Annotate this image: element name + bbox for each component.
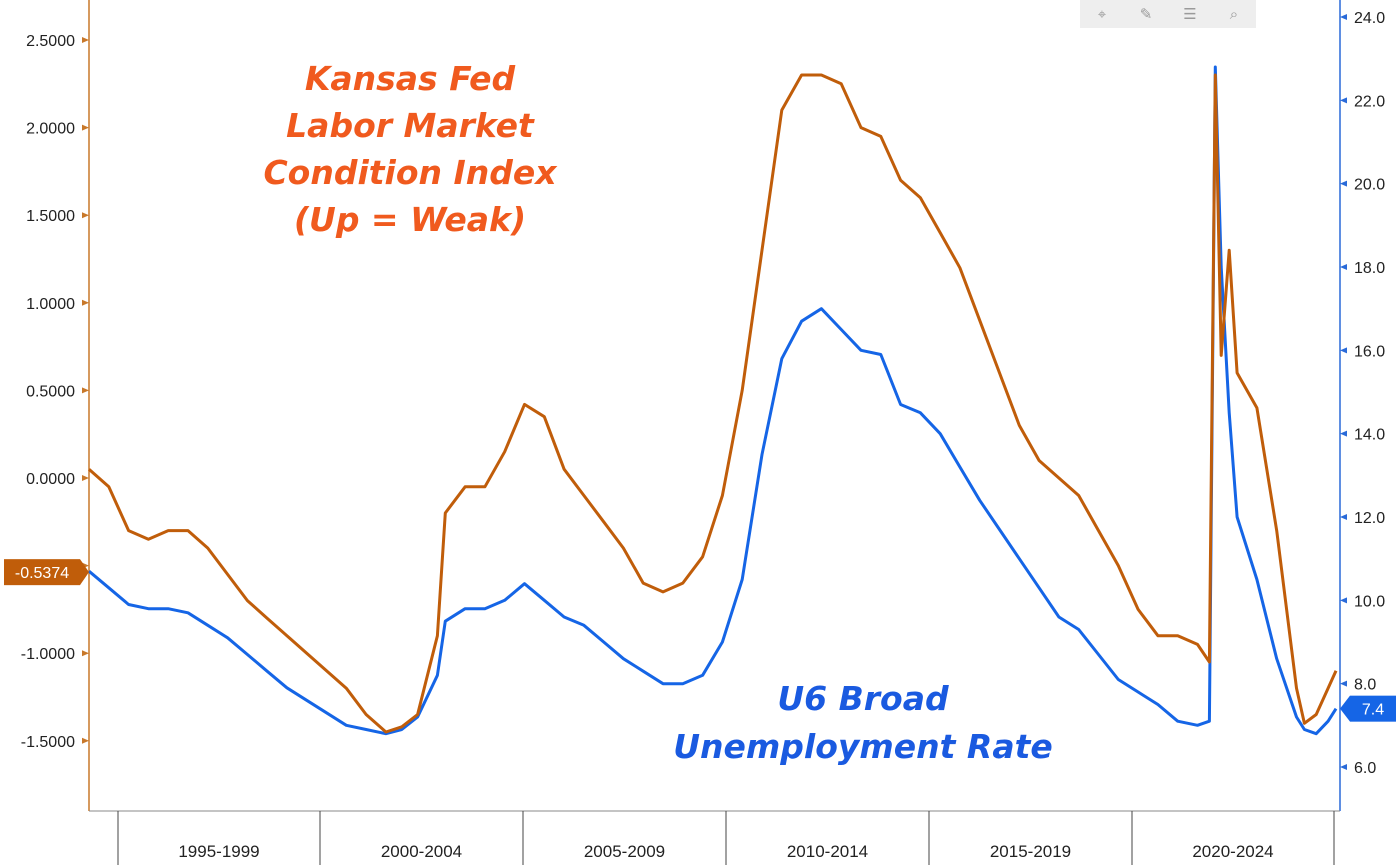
left-last-value-label: -0.5374: [15, 565, 69, 582]
right-axis-tick-label: 14.0: [1354, 427, 1385, 444]
right-axis-tick-label: 20.0: [1354, 177, 1385, 194]
list-icon[interactable]: ☰: [1183, 5, 1197, 23]
right-axis-tick: [1340, 680, 1347, 687]
right-axis-tick: [1340, 764, 1347, 770]
right-axis-tick: [1340, 597, 1347, 604]
series-layer: [88, 65, 1338, 736]
u6-unemployment-line: [88, 65, 1338, 736]
x-axis-category-label: 2015-2019: [990, 842, 1071, 861]
left-axis-tick: [82, 299, 89, 306]
left-axis-tick: [82, 37, 89, 43]
kc-annotation-line: Kansas Fed: [305, 59, 516, 98]
x-axis-category-label: 2020-2024: [1192, 842, 1273, 861]
right-axis-tick: [1340, 514, 1347, 520]
u6-annotation-line: Unemployment Rate: [673, 727, 1053, 766]
x-axis-category-label: 1995-1999: [178, 842, 259, 861]
right-axis-tick: [1340, 97, 1347, 104]
right-last-value-badge: [1350, 695, 1396, 722]
right-axis-tick: [1340, 180, 1347, 187]
right-axis-tick-label: 24.0: [1354, 10, 1385, 27]
right-last-value-label: 7.4: [1362, 702, 1384, 719]
annotations-layer: -0.5374 7.4 Kansas Fed Labor Market Conditio…: [4, 59, 1396, 766]
right-axis-tick: [1340, 430, 1347, 437]
left-axis-tick-label: 0.5000: [26, 383, 75, 400]
u6-annotation-line: U6 Broad: [777, 679, 949, 718]
left-last-value-badge: [4, 559, 80, 586]
left-axis-tick-label: 2.5000: [26, 33, 75, 50]
left-axis-tick: [82, 650, 89, 657]
left-axis-tick: [82, 212, 89, 219]
left-axis-tick-label: -1.5000: [21, 734, 75, 751]
axes-layer: 2.5000 2.0000 1.5000 1.0000 0.5000 0.0000 -1.0…: [21, 0, 1385, 865]
left-axis-tick-label: 1.0000: [26, 296, 75, 313]
right-axis-tick: [1340, 347, 1347, 354]
right-axis-tick-label: 10.0: [1354, 593, 1385, 610]
zoom-icon[interactable]: ⌕: [1229, 5, 1239, 23]
left-axis-tick: [82, 475, 89, 481]
kc-annotation-line: Condition Index: [263, 153, 558, 192]
x-axis-category-label: 2000-2004: [381, 842, 462, 861]
right-axis-tick-label: 18.0: [1354, 260, 1385, 277]
right-axis-tick: [1340, 264, 1347, 270]
kansas-fed-lmci-line: [88, 73, 1338, 734]
left-axis-tick-label: 0.0000: [26, 471, 75, 488]
right-last-value-pointer: [1340, 695, 1350, 722]
left-axis-tick: [82, 737, 89, 744]
right-axis-tick-label: 12.0: [1354, 510, 1385, 527]
left-last-value-pointer: [80, 559, 89, 586]
right-axis-tick-label: 8.0: [1354, 677, 1376, 694]
left-axis-tick: [82, 124, 89, 131]
right-axis-tick-label: 6.0: [1354, 760, 1376, 777]
left-axis-tick-label: 2.0000: [26, 121, 75, 138]
chart-toolbar: ⌖ ✎ ☰ ⌕: [1080, 0, 1256, 28]
x-axis-category-label: 2010-2014: [787, 842, 868, 861]
left-axis-tick: [82, 387, 89, 394]
left-axis-tick-label: -1.0000: [21, 646, 75, 663]
right-axis-tick-label: 16.0: [1354, 343, 1385, 360]
crosshair-icon[interactable]: ⌖: [1097, 5, 1107, 23]
right-axis-tick-label: 22.0: [1354, 93, 1385, 110]
kc-annotation-line: (Up = Weak): [294, 200, 526, 239]
kc-annotation-line: Labor Market: [286, 106, 535, 145]
pencil-icon[interactable]: ✎: [1139, 5, 1153, 23]
left-axis-tick-label: 1.5000: [26, 208, 75, 225]
x-axis-category-label: 2005-2009: [584, 842, 665, 861]
right-axis-tick: [1340, 14, 1347, 20]
